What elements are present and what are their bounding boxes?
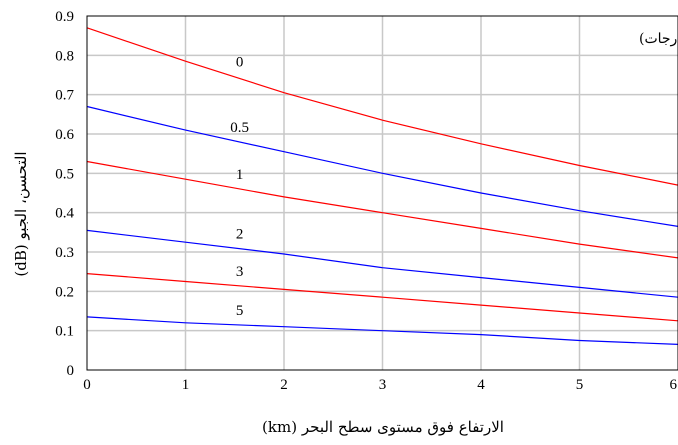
series-line-0-5 xyxy=(86,105,678,227)
curve-label-layer: 0 0.5 1 2 3 5 xyxy=(230,55,249,319)
series-line-0 xyxy=(86,27,678,186)
x-tick-label: 4 xyxy=(477,377,485,393)
series-line-1 xyxy=(86,160,678,259)
y-tick-label: 0.8 xyxy=(55,48,74,64)
y-tick-label: 0.6 xyxy=(55,127,74,143)
series-layer xyxy=(86,27,678,345)
x-tick-label: 2 xyxy=(280,377,288,393)
series-line-2 xyxy=(86,229,678,298)
curve-label-5: 5 xyxy=(236,303,244,319)
series-line-3 xyxy=(86,273,678,322)
x-tick-label: 6 xyxy=(670,377,678,393)
y-tick-label: 0.5 xyxy=(55,166,74,182)
y-tick-label: 0.7 xyxy=(55,88,74,104)
y-tick-label: 0.3 xyxy=(55,245,74,261)
curve-label-0: 0 xyxy=(236,55,244,71)
x-tick-label: 3 xyxy=(379,377,387,393)
y-tick-label: 0.9 xyxy=(55,9,74,25)
curve-label-1: 1 xyxy=(236,167,244,183)
x-tick-label: 5 xyxy=(576,377,584,393)
y-tick-label: 0.4 xyxy=(55,206,74,222)
grid-layer xyxy=(87,16,678,370)
y-tick-label: 0 xyxy=(67,363,75,379)
x-axis-label: الارتفاع فوق مستوى سطح البحر (km) xyxy=(262,418,504,436)
y-tick-label: 0.2 xyxy=(55,284,74,300)
legend-title: زاوية الارتفاع في الفضاء الحر (درجات) xyxy=(639,31,678,47)
y-axis-label: التحسن، الجبو (dB) xyxy=(12,151,30,276)
x-tick-label: 1 xyxy=(182,377,190,393)
x-tick-label: 0 xyxy=(83,377,91,393)
y-tick-label: 0.1 xyxy=(55,324,74,340)
series-line-5 xyxy=(86,316,678,345)
curve-label-3: 3 xyxy=(236,264,244,280)
tick-layer: 0 1 2 3 4 5 6 0 0.1 0.2 0.3 0.4 0.5 0.6 0.7 0.8 0.9 xyxy=(55,9,677,393)
curve-label-0-5: 0.5 xyxy=(230,120,249,136)
curve-label-2: 2 xyxy=(236,227,244,243)
plot-frame xyxy=(86,15,678,371)
